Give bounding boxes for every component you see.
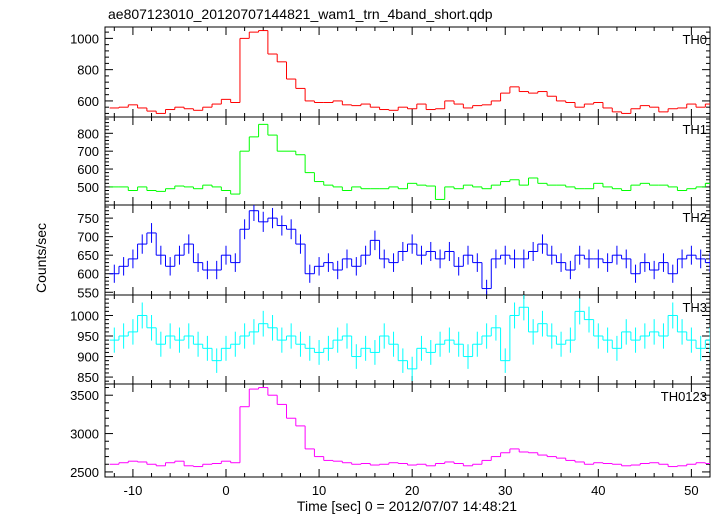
y-tick-label: 500 — [77, 180, 99, 195]
y-tick-label: 800 — [77, 63, 99, 78]
panel-th2: 550 600 650 700 750 TH2 — [77, 204, 711, 300]
y-tick-label: 3000 — [70, 427, 99, 442]
series-th0123 — [109, 387, 710, 468]
panel-frame — [104, 116, 711, 206]
panel-label: TH2 — [682, 210, 707, 225]
panel-label: TH1 — [682, 122, 707, 137]
panel-label: TH0 — [682, 32, 707, 47]
y-tick-label: 650 — [77, 248, 99, 263]
y-tick-label: 1000 — [70, 308, 99, 323]
y-tick-label: 800 — [77, 126, 99, 141]
x-tick-label: -10 — [124, 483, 143, 498]
x-tick-label: 0 — [222, 483, 229, 498]
y-tick-label: 700 — [77, 144, 99, 159]
panel-th0123: 2500 3000 3500 TH0123 — [70, 383, 711, 480]
x-tick-label: 40 — [591, 483, 605, 498]
y-tick-label: 700 — [77, 230, 99, 245]
x-axis-label: Time [sec] 0 = 2012/07/07 14:48:21 — [297, 498, 517, 514]
y-tick-label: 550 — [77, 285, 99, 300]
panel-label: TH3 — [682, 300, 707, 315]
series-th0 — [109, 30, 710, 114]
series-th1 — [109, 123, 710, 200]
x-tick-label: 20 — [405, 483, 419, 498]
y-tick-label: 600 — [77, 267, 99, 282]
x-tick-label: 10 — [312, 483, 326, 498]
panel-frame — [104, 26, 711, 118]
y-tick-label: 2500 — [70, 465, 99, 480]
panel-label: TH0123 — [661, 389, 707, 404]
panel-frame — [104, 294, 711, 385]
panel-frame — [104, 383, 711, 478]
series-th3 — [109, 295, 710, 381]
panel-th0: 600 800 1000 TH0 — [70, 26, 711, 118]
y-tick-label: 950 — [77, 329, 99, 344]
panel-th1: 500 600 700 800 TH1 — [77, 116, 711, 206]
x-tick-label: 50 — [684, 483, 698, 498]
x-tick-label: 30 — [498, 483, 512, 498]
y-axis-label: Counts/sec — [33, 223, 49, 293]
y-tick-label: 750 — [77, 211, 99, 226]
series-th2 — [109, 205, 710, 295]
y-tick-label: 900 — [77, 350, 99, 365]
y-tick-label: 1000 — [70, 31, 99, 46]
chart-title: ae807123010_20120707144821_wam1_trn_4ban… — [108, 6, 493, 22]
y-tick-label: 850 — [77, 370, 99, 385]
y-tick-label: 600 — [77, 162, 99, 177]
panel-th3: 850 900 950 1000 TH3 — [70, 294, 711, 385]
y-tick-label: 3500 — [70, 388, 99, 403]
y-tick-label: 600 — [77, 94, 99, 109]
